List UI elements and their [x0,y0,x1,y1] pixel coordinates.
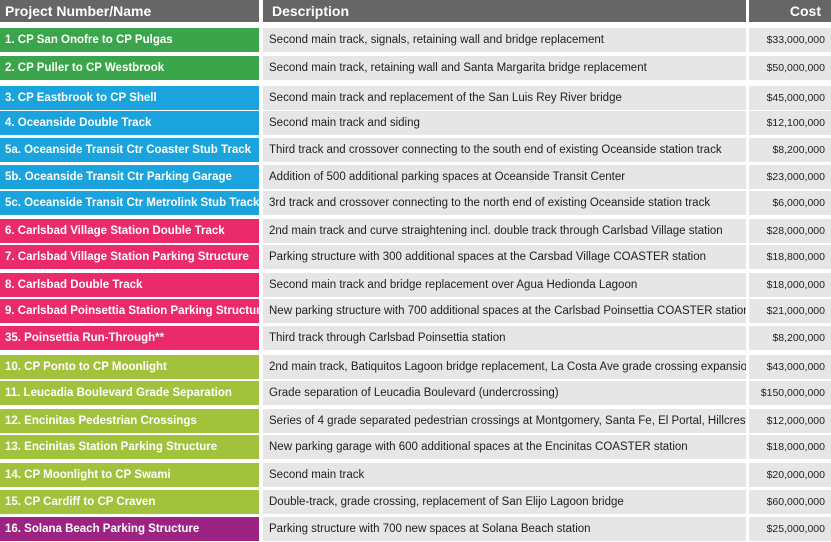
project-description: Second main track [263,463,746,487]
table-row: 14. CP Moonlight to CP Swami Second main… [0,463,831,487]
project-description: Second main track and siding [263,111,746,135]
project-description: Second main track and replacement of the… [263,86,746,110]
project-cost: $25,000,000 [749,517,831,541]
table-row: 9. Carlsbad Poinsettia Station Parking S… [0,299,831,323]
project-cost: $150,000,000 [749,381,831,405]
project-description: 2nd main track and curve straightening i… [263,219,746,243]
project-cost: $45,000,000 [749,86,831,110]
project-cost: $18,000,000 [749,273,831,297]
project-description: Third track and crossover connecting to … [263,138,746,162]
project-name: 16. Solana Beach Parking Structure [0,517,259,541]
project-name: 4. Oceanside Double Track [0,111,259,135]
project-name: 2. CP Puller to CP Westbrook [0,56,259,80]
project-name: 9. Carlsbad Poinsettia Station Parking S… [0,299,259,323]
header-cost: Cost [749,0,831,22]
project-description: 3rd track and crossover connecting to th… [263,191,746,215]
table-row: 1. CP San Onofre to CP Pulgas Second mai… [0,28,831,52]
project-cost: $33,000,000 [749,28,831,52]
table-row: 35. Poinsettia Run-Through** Third track… [0,326,831,350]
project-cost: $6,000,000 [749,191,831,215]
project-description: Addition of 500 additional parking space… [263,165,746,189]
project-name: 35. Poinsettia Run-Through** [0,326,259,350]
project-cost: $60,000,000 [749,490,831,514]
table-row: 5c. Oceanside Transit Ctr Metrolink Stub… [0,191,831,215]
project-description: New parking garage with 600 additional s… [263,435,746,459]
project-name: 6. Carlsbad Village Station Double Track [0,219,259,243]
project-description: 2nd main track, Batiquitos Lagoon bridge… [263,355,746,379]
project-cost: $28,000,000 [749,219,831,243]
table-row: 4. Oceanside Double Track Second main tr… [0,111,831,135]
project-cost: $20,000,000 [749,463,831,487]
project-cost: $43,000,000 [749,355,831,379]
project-cost: $18,800,000 [749,245,831,269]
project-cost: $23,000,000 [749,165,831,189]
project-description: New parking structure with 700 additiona… [263,299,746,323]
project-description: Parking structure with 700 new spaces at… [263,517,746,541]
table-row: 12. Encinitas Pedestrian Crossings Serie… [0,409,831,433]
project-description: Third track through Carlsbad Poinsettia … [263,326,746,350]
header-description: Description [263,0,746,22]
project-cost: $8,200,000 [749,138,831,162]
table-row: 13. Encinitas Station Parking Structure … [0,435,831,459]
table-row: 5b. Oceanside Transit Ctr Parking Garage… [0,165,831,189]
project-name: 5b. Oceanside Transit Ctr Parking Garage [0,165,259,189]
project-name: 7. Carlsbad Village Station Parking Stru… [0,245,259,269]
table-row: 10. CP Ponto to CP Moonlight 2nd main tr… [0,355,831,379]
project-name: 5a. Oceanside Transit Ctr Coaster Stub T… [0,138,259,162]
table-row: 8. Carlsbad Double Track Second main tra… [0,273,831,297]
project-description: Series of 4 grade separated pedestrian c… [263,409,746,433]
project-name: 5c. Oceanside Transit Ctr Metrolink Stub… [0,191,259,215]
project-name: 8. Carlsbad Double Track [0,273,259,297]
project-description: Second main track and bridge replacement… [263,273,746,297]
project-cost: $21,000,000 [749,299,831,323]
table-row: 7. Carlsbad Village Station Parking Stru… [0,245,831,269]
table-header: Project Number/Name Description Cost [0,0,831,22]
header-project: Project Number/Name [0,0,259,22]
project-cost: $12,100,000 [749,111,831,135]
table-row: 5a. Oceanside Transit Ctr Coaster Stub T… [0,138,831,162]
project-cost: $18,000,000 [749,435,831,459]
table-row: 6. Carlsbad Village Station Double Track… [0,219,831,243]
table-row: 15. CP Cardiff to CP Craven Double-track… [0,490,831,514]
project-cost: $50,000,000 [749,56,831,80]
project-name: 3. CP Eastbrook to CP Shell [0,86,259,110]
project-cost: $8,200,000 [749,326,831,350]
project-name: 10. CP Ponto to CP Moonlight [0,355,259,379]
table-row: 11. Leucadia Boulevard Grade Separation … [0,381,831,405]
table-row: 2. CP Puller to CP Westbrook Second main… [0,56,831,80]
table-row: 3. CP Eastbrook to CP Shell Second main … [0,86,831,110]
project-description: Second main track, retaining wall and Sa… [263,56,746,80]
project-description: Parking structure with 300 additional sp… [263,245,746,269]
project-name: 12. Encinitas Pedestrian Crossings [0,409,259,433]
project-name: 15. CP Cardiff to CP Craven [0,490,259,514]
table-row: 16. Solana Beach Parking Structure Parki… [0,517,831,541]
project-cost: $12,000,000 [749,409,831,433]
project-name: 14. CP Moonlight to CP Swami [0,463,259,487]
project-name: 1. CP San Onofre to CP Pulgas [0,28,259,52]
project-description: Second main track, signals, retaining wa… [263,28,746,52]
project-name: 11. Leucadia Boulevard Grade Separation [0,381,259,405]
project-description: Grade separation of Leucadia Boulevard (… [263,381,746,405]
project-description: Double-track, grade crossing, replacemen… [263,490,746,514]
project-name: 13. Encinitas Station Parking Structure [0,435,259,459]
